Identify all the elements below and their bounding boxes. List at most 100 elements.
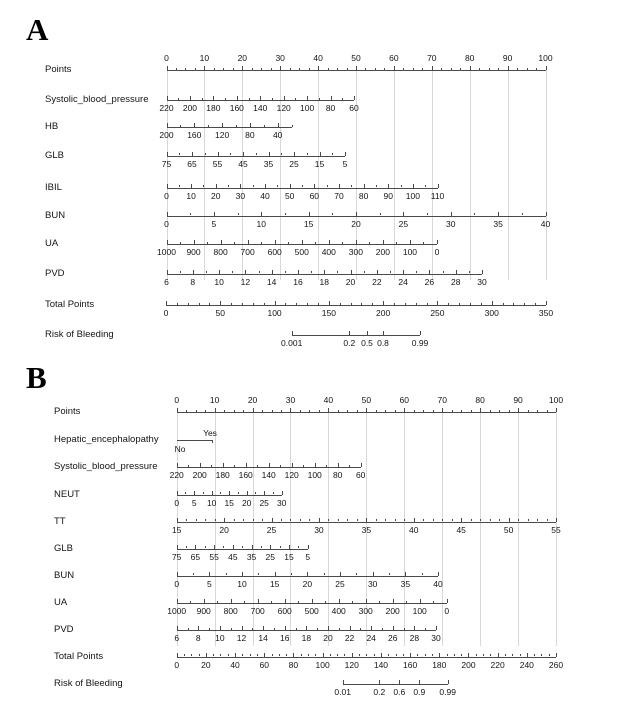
gridline — [214, 412, 216, 646]
axis-tick-label: 5 — [342, 158, 348, 169]
axis-tick-label: 800 — [213, 247, 228, 257]
axis-tick-label: 220 — [159, 103, 174, 113]
axis-tick-label: 65 — [190, 551, 201, 562]
axis-minor-tick — [286, 654, 288, 657]
axis-tick-label: 120 — [344, 659, 359, 670]
axis-minor-tick — [234, 241, 236, 244]
axis-major-tick — [271, 517, 273, 522]
axis-minor-tick — [271, 654, 273, 657]
axis-major-tick — [393, 66, 395, 70]
axis-minor-tick — [328, 519, 330, 522]
axis-major-tick — [261, 211, 263, 216]
axis-minor-tick — [185, 492, 187, 495]
axis-tick-label: 15 — [269, 578, 280, 589]
axis-minor-tick — [535, 302, 537, 305]
axis-major-tick — [314, 463, 316, 467]
axis-major-tick — [349, 331, 351, 335]
axis-major-tick — [324, 269, 326, 274]
axis-major-tick — [191, 183, 193, 188]
axis-minor-tick — [352, 600, 354, 603]
axis-minor-tick — [242, 654, 244, 657]
axis-row-label-glb: GLB — [45, 149, 65, 161]
axis-major-tick — [497, 652, 499, 657]
axis-major-tick — [166, 151, 168, 156]
axis-tick-label: 35 — [361, 524, 372, 535]
axis-minor-tick — [289, 67, 291, 70]
axis-tick-label: 50 — [361, 395, 372, 405]
axis-major-tick — [414, 626, 416, 630]
axis-minor-tick — [326, 185, 328, 188]
axis-major-tick — [399, 679, 401, 684]
axis-tick-label: 200 — [182, 103, 198, 113]
axis-tick-label: 6 — [164, 276, 169, 287]
axis-minor-tick — [373, 654, 375, 657]
axis-minor-tick — [351, 185, 353, 188]
axis-tick-label: 700 — [250, 606, 265, 616]
axis-minor-tick — [309, 409, 311, 412]
axis-major-tick — [240, 183, 242, 188]
axis-tick-label: 60 — [389, 53, 399, 63]
axis-major-tick — [195, 544, 197, 549]
axis-minor-tick — [271, 600, 273, 603]
axis-major-tick — [328, 240, 330, 244]
axis-major-tick — [166, 96, 168, 100]
axis-minor-tick — [394, 302, 395, 305]
axis-tick-label: 80 — [332, 470, 343, 480]
axis-row-label-bun: BUN — [45, 209, 66, 221]
axis-major-tick — [308, 211, 310, 216]
axis-minor-tick — [474, 213, 476, 216]
axis-major-tick — [546, 301, 547, 305]
axis-tick-label: 180 — [215, 470, 230, 480]
axis-minor-tick — [175, 67, 177, 70]
axis-minor-tick — [306, 153, 308, 156]
axis-tick-label: 220 — [490, 659, 505, 670]
axis-minor-tick — [202, 492, 204, 495]
axis-minor-tick — [360, 627, 362, 630]
axis-minor-tick — [290, 519, 292, 522]
axis-minor-tick — [513, 302, 515, 305]
axis-major-tick — [193, 240, 195, 244]
axis-minor-tick — [499, 409, 501, 412]
axis-line-total-points — [176, 656, 556, 658]
axis-tick-label: 5 — [191, 497, 197, 508]
axis-minor-tick — [422, 67, 424, 70]
axis-tick-label: 200 — [385, 606, 400, 616]
axis-major-tick — [545, 66, 547, 70]
axis-minor-tick — [379, 213, 381, 216]
axis-tick-label: 40 — [272, 130, 283, 140]
axis-minor-tick — [252, 302, 254, 305]
axis-major-tick — [480, 408, 482, 412]
axis-tick-label: 35 — [263, 158, 274, 169]
axis-tick-label: 200 — [461, 659, 476, 670]
axis-major-tick — [166, 123, 168, 127]
axis-major-tick — [271, 269, 273, 274]
axis-tick-label: 80 — [464, 53, 475, 63]
axis-major-tick — [213, 211, 215, 216]
axis-major-tick — [176, 626, 178, 630]
axis-minor-tick — [179, 271, 181, 274]
axis-major-tick — [260, 96, 262, 100]
axis-major-tick — [366, 517, 368, 522]
axis-minor-tick — [315, 241, 317, 244]
axis-major-tick — [297, 269, 299, 274]
gridline — [556, 412, 557, 646]
axis-minor-tick — [375, 519, 377, 522]
axis-tick-label: 100 — [548, 395, 564, 405]
axis-tick-label: 100 — [412, 606, 427, 616]
axis-tick-label: 0.5 — [361, 338, 373, 348]
axis-tick-label: 200 — [375, 247, 390, 257]
axis-minor-tick — [252, 627, 254, 630]
axis-minor-tick — [412, 67, 414, 70]
axis-major-tick — [306, 626, 308, 630]
axis-row-label-bun: BUN — [54, 569, 75, 581]
axis-tick-label: 26 — [424, 276, 435, 287]
axis-major-tick — [166, 301, 167, 305]
axis-tick-label: 30 — [285, 395, 296, 405]
axis-minor-tick — [195, 409, 197, 412]
axis-major-tick — [498, 211, 500, 216]
axis-tick-label: 28 — [409, 633, 420, 643]
axis-minor-tick — [299, 519, 301, 522]
axis-row-label-systolic-blood-pressure: Systolic_blood_pressure — [54, 461, 158, 472]
axis-major-tick — [307, 96, 309, 100]
axis-line-ua — [176, 603, 447, 604]
